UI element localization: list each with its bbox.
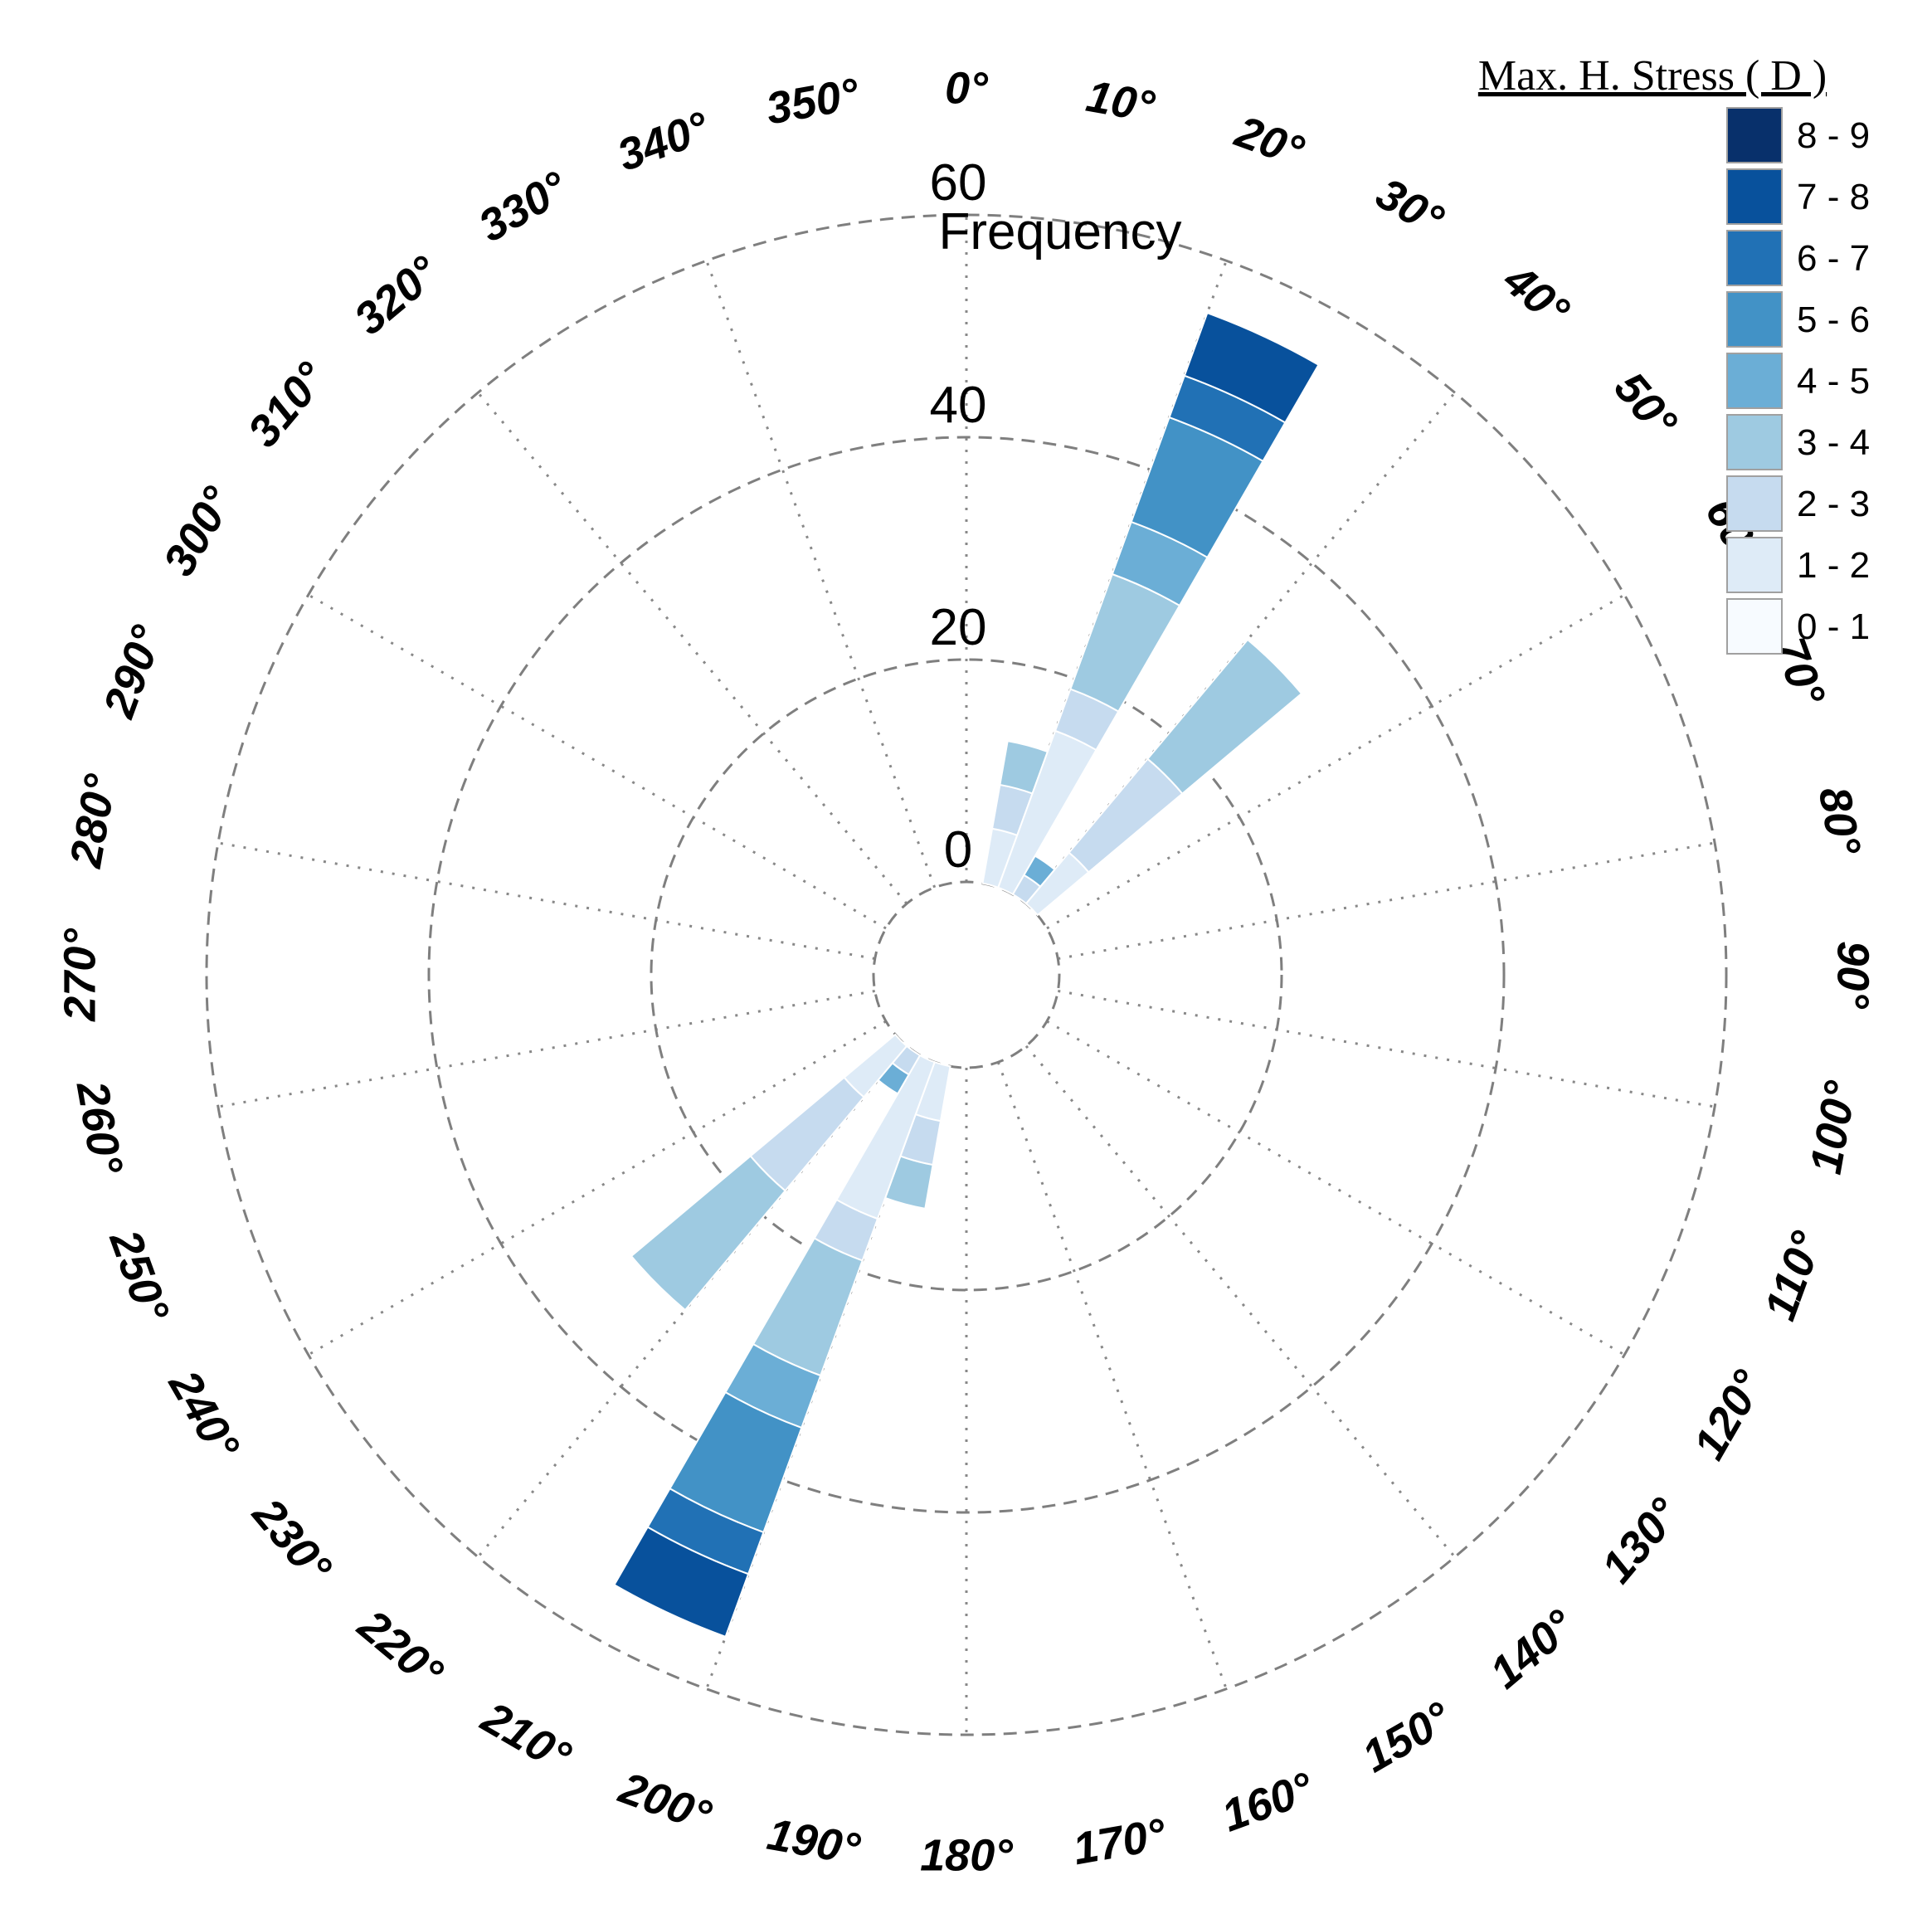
- legend-swatch: [1726, 475, 1783, 532]
- frequency-axis-title: Frequency: [939, 203, 1182, 261]
- direction-label: 240°: [159, 1361, 250, 1468]
- radial-gridline: [872, 880, 1061, 1069]
- direction-label: 270°: [55, 928, 105, 1022]
- rose-petals: [613, 311, 1320, 1639]
- legend-label: 4 - 5: [1797, 361, 1870, 402]
- rose-bar-segment: [630, 1155, 786, 1312]
- legend-label: 3 - 4: [1797, 422, 1870, 463]
- angular-gridline: [1058, 989, 1715, 1108]
- legend: Max. H. Stress ( D ) 8 - 9 7 - 8 6 - 7 5 - …: [1478, 52, 1870, 655]
- direction-label: 160°: [1215, 1763, 1320, 1842]
- angular-gridline: [307, 593, 887, 930]
- legend-label: 1 - 2: [1797, 545, 1870, 586]
- direction-label: 170°: [1069, 1809, 1170, 1875]
- rose-bar-segment: [1183, 311, 1320, 424]
- direction-label: 110°: [1755, 1225, 1832, 1327]
- rose-bar-segment: [1146, 638, 1303, 795]
- legend-swatch: [1726, 537, 1783, 593]
- direction-label: 210°: [473, 1692, 579, 1783]
- direction-label: 350°: [762, 69, 863, 134]
- legend-swatch: [1726, 230, 1783, 286]
- direction-label: 280°: [61, 771, 126, 872]
- angular-gridline: [217, 989, 875, 1108]
- direction-label: 80°: [1809, 783, 1870, 859]
- direction-label: 130°: [1592, 1489, 1690, 1592]
- direction-label: 290°: [94, 619, 173, 724]
- legend-swatch: [1726, 414, 1783, 470]
- legend-swatch: [1726, 598, 1783, 655]
- angular-gridline: [477, 392, 908, 905]
- direction-label: 230°: [242, 1488, 341, 1592]
- frequency-tick-label: 40: [930, 377, 987, 434]
- direction-label: 140°: [1481, 1600, 1584, 1698]
- polar-grid: [205, 213, 1728, 1736]
- angular-gridline: [1046, 1020, 1626, 1356]
- frequency-tick-label: 0: [944, 821, 972, 879]
- direction-label: 0°: [945, 63, 988, 113]
- legend-label: 2 - 3: [1797, 484, 1870, 524]
- legend-title: Max. H. Stress ( D ): [1478, 52, 1827, 100]
- legend-swatch: [1726, 291, 1783, 348]
- direction-label: 20°: [1229, 106, 1311, 177]
- radial-gridline: [427, 436, 1506, 1514]
- legend-label: 8 - 9: [1797, 115, 1870, 156]
- legend-swatch: [1726, 107, 1783, 163]
- direction-label: 340°: [611, 102, 716, 181]
- angular-gridline: [705, 260, 937, 889]
- legend-label: 0 - 1: [1797, 606, 1870, 647]
- radial-gridline: [205, 213, 1728, 1736]
- frequency-axis: Frequency 0 20 40 60: [930, 154, 1182, 879]
- direction-label: 120°: [1684, 1362, 1774, 1468]
- direction-label: 220°: [348, 1600, 452, 1698]
- frequency-tick-label: 20: [930, 599, 987, 656]
- legend-label: 5 - 6: [1797, 299, 1870, 340]
- legend-swatch: [1726, 353, 1783, 409]
- direction-label: 30°: [1368, 168, 1452, 246]
- angular-gridline: [1058, 841, 1715, 961]
- direction-label: 90°: [1828, 941, 1878, 1009]
- direction-label: 190°: [764, 1809, 864, 1875]
- legend-swatch: [1726, 168, 1783, 225]
- direction-label: 10°: [1083, 71, 1158, 132]
- direction-label: 50°: [1604, 363, 1686, 446]
- direction-label: 320°: [345, 246, 448, 344]
- direction-label: 310°: [238, 353, 336, 456]
- angular-gridline: [996, 1061, 1228, 1690]
- legend-label: 7 - 8: [1797, 177, 1870, 217]
- legend-label: 6 - 7: [1797, 238, 1870, 279]
- frequency-tick-label: 60: [930, 154, 987, 212]
- direction-label: 200°: [612, 1763, 718, 1842]
- angular-gridline: [217, 841, 875, 961]
- rose-bar-segment: [613, 1526, 750, 1639]
- direction-label: 100°: [1801, 1078, 1866, 1178]
- direction-label: 260°: [66, 1077, 132, 1178]
- direction-label: 300°: [154, 479, 244, 584]
- radial-gridline: [650, 658, 1283, 1292]
- angular-gridline: [1024, 1045, 1456, 1558]
- direction-label: 330°: [470, 162, 576, 251]
- direction-label: 180°: [920, 1830, 1013, 1880]
- direction-label: 250°: [100, 1223, 178, 1328]
- direction-label: 150°: [1354, 1692, 1459, 1782]
- direction-label: 40°: [1494, 254, 1579, 336]
